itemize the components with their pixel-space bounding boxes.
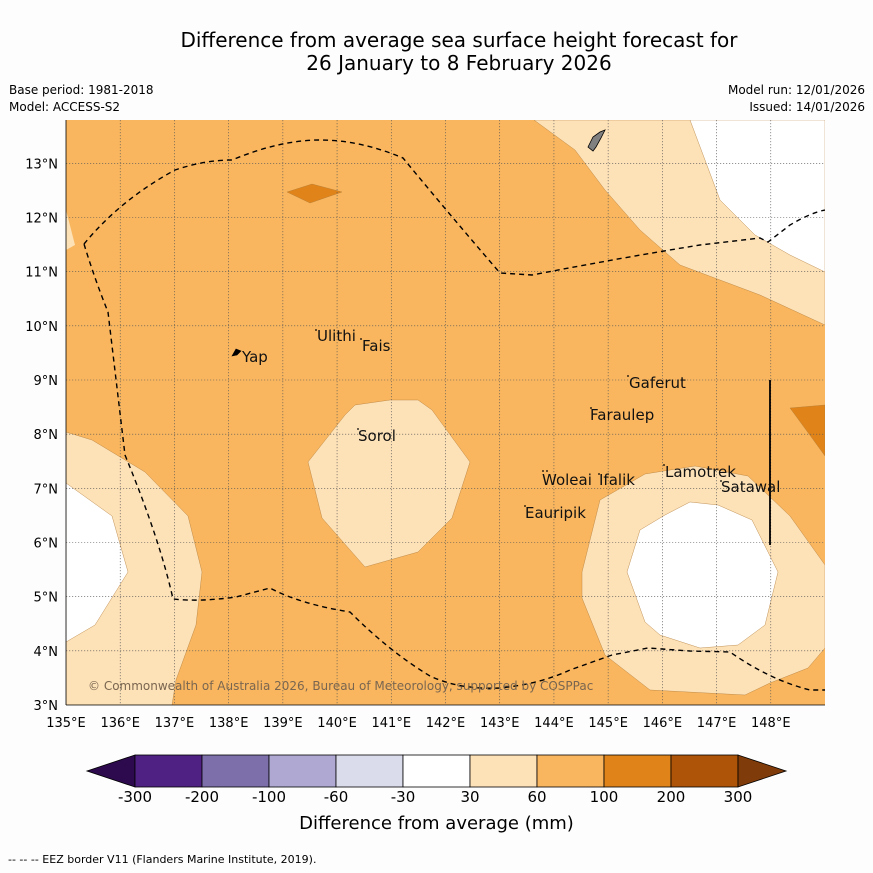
colorbar-tick-label: -300 xyxy=(117,788,153,806)
colorbar-segment xyxy=(603,754,672,788)
lat-label: 8°N xyxy=(34,428,59,443)
lat-label: 7°N xyxy=(34,482,59,497)
zone-neutral-southeast xyxy=(626,501,779,649)
colorbar-segment xyxy=(536,754,605,788)
zone-30-60-west-sliver xyxy=(66,210,75,250)
zone-neutral-southwest xyxy=(66,482,129,643)
colorbar-segment xyxy=(670,754,739,788)
lon-label: 145°E xyxy=(588,716,628,731)
gaferut-marker xyxy=(627,375,629,377)
guam-island-icon xyxy=(587,129,606,152)
colorbar-segment xyxy=(134,754,203,788)
lon-label: 140°E xyxy=(317,716,357,731)
place-eauripik: Eauripik xyxy=(525,504,586,522)
fais-marker xyxy=(360,338,362,340)
colorbar-segment xyxy=(402,754,471,788)
lon-label: 136°E xyxy=(100,716,140,731)
lat-label: 3°N xyxy=(34,699,59,714)
lamotrek-marker xyxy=(663,464,665,466)
copyright: © Commonwealth of Australia 2026, Bureau… xyxy=(88,679,593,693)
satawal-marker xyxy=(720,480,722,482)
colorbar-tick-label: 200 xyxy=(656,788,686,806)
lat-label: 6°N xyxy=(34,537,59,552)
yap-island-icon xyxy=(231,348,242,357)
place-satawal: Satawal xyxy=(721,478,780,496)
place-ifalik: Ifalik xyxy=(599,471,635,489)
colorbar xyxy=(85,754,788,788)
colorbar-segment xyxy=(469,754,538,788)
title-line-1: Difference from average sea surface heig… xyxy=(180,28,738,52)
footer-note: -- -- -- EEZ border V11 (Flanders Marine… xyxy=(8,853,317,866)
place-fais: Fais xyxy=(362,337,391,355)
eauripik-marker xyxy=(524,505,526,507)
colorbar-tick-label: 30 xyxy=(460,788,480,806)
zone-30-60-southwest xyxy=(66,431,203,705)
colorbar-segment xyxy=(268,754,337,788)
place-ulithi: Ulithi xyxy=(317,327,356,345)
colorbar-tick-label: -30 xyxy=(390,788,416,806)
lon-label: 147°E xyxy=(697,716,737,731)
lon-label: 143°E xyxy=(480,716,520,731)
colorbar-tick-label: -60 xyxy=(323,788,349,806)
place-faraulep: Faraulep xyxy=(590,406,654,424)
lat-label: 10°N xyxy=(25,320,58,335)
lon-label: 141°E xyxy=(372,716,412,731)
lon-label: 144°E xyxy=(534,716,574,731)
lon-label: 142°E xyxy=(426,716,466,731)
faraulep-marker xyxy=(590,407,592,409)
model-run: Model run: 12/01/2026 xyxy=(727,83,865,97)
colorbar-extend-low xyxy=(85,754,136,788)
title-line-2: 26 January to 8 February 2026 xyxy=(306,51,612,75)
lat-label: 5°N xyxy=(34,591,59,606)
place-lamotrek: Lamotrek xyxy=(665,463,736,481)
lon-label: 148°E xyxy=(751,716,791,731)
colorbar-segment xyxy=(335,754,404,788)
lat-label: 4°N xyxy=(34,645,59,660)
colorbar-title: Difference from average (mm) xyxy=(299,813,574,834)
colorbar-tick-label: 60 xyxy=(527,788,547,806)
model-name: Model: ACCESS-S2 xyxy=(9,100,121,114)
sorol-marker xyxy=(357,428,359,430)
place-sorol: Sorol xyxy=(358,427,396,445)
lat-label: 12°N xyxy=(25,212,58,227)
zone-100-200-north xyxy=(286,183,343,204)
lat-label: 9°N xyxy=(34,374,59,389)
eez-border xyxy=(83,139,825,691)
issued-date: Issued: 14/01/2026 xyxy=(749,100,865,114)
lon-label: 138°E xyxy=(209,716,249,731)
colorbar-tick-label: -200 xyxy=(184,788,220,806)
lon-label: 139°E xyxy=(263,716,303,731)
colorbar-tick-label: 100 xyxy=(589,788,619,806)
colorbar-segment xyxy=(201,754,270,788)
ifalik-marker xyxy=(598,473,600,475)
colorbar-tick-label: 300 xyxy=(723,788,753,806)
lat-label: 13°N xyxy=(25,157,58,172)
place-woleai: Woleai xyxy=(542,471,592,489)
zone-neutral-northeast xyxy=(689,120,825,273)
base-period: Base period: 1981-2018 xyxy=(9,83,154,97)
colorbar-extend-high xyxy=(737,754,788,788)
woleai-marker-2 xyxy=(546,470,548,472)
woleai-marker xyxy=(542,470,544,472)
zone-30-60-sorol xyxy=(307,399,471,568)
lon-label: 137°E xyxy=(155,716,195,731)
place-yap: Yap xyxy=(241,348,268,366)
lon-label: 135°E xyxy=(46,716,86,731)
ulithi-marker xyxy=(315,329,317,331)
colorbar-tick-label: -100 xyxy=(251,788,287,806)
lat-label: 11°N xyxy=(25,266,58,281)
place-gaferut: Gaferut xyxy=(629,374,686,392)
zone-100-200-east xyxy=(789,404,825,457)
lon-label: 146°E xyxy=(643,716,683,731)
